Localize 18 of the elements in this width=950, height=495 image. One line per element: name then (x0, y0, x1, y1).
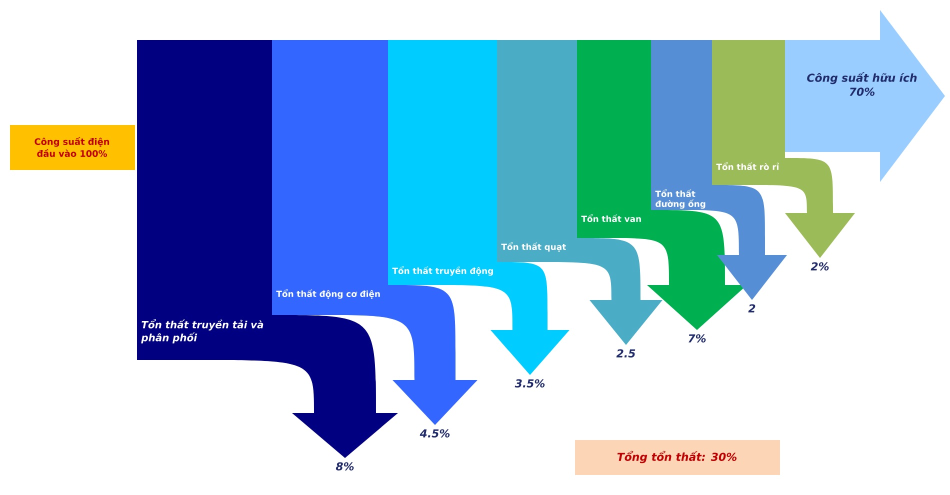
category-label: Tổn thất quạt (501, 242, 566, 252)
data-label: 8% (336, 462, 354, 470)
data-label: 2 (748, 304, 756, 312)
category-label: Tổn thất động cơ điện (276, 289, 380, 299)
data-label: 4.5% (420, 429, 450, 438)
data-label: 7% (688, 334, 706, 342)
data-label: 2% (810, 262, 829, 270)
category-label: Tổn thất van (581, 214, 641, 222)
category-label: Tổn thất truyền tải và phân phối (141, 319, 264, 344)
text: Công suất điện đầu vào 100% (34, 137, 110, 157)
data-label: 3.5% (514, 379, 545, 388)
data-label: 70% (850, 88, 875, 96)
data-label: 2.5 (616, 349, 636, 358)
text: Tổng tổn thất: 30% (617, 450, 737, 464)
category-label: Tổn thất đường ống (655, 189, 706, 209)
category-label: Tổn thất truyền động (392, 266, 493, 276)
category-label: Công suất hữu ích (807, 72, 917, 84)
category-label: Tổn thất rò rỉ (716, 162, 779, 170)
